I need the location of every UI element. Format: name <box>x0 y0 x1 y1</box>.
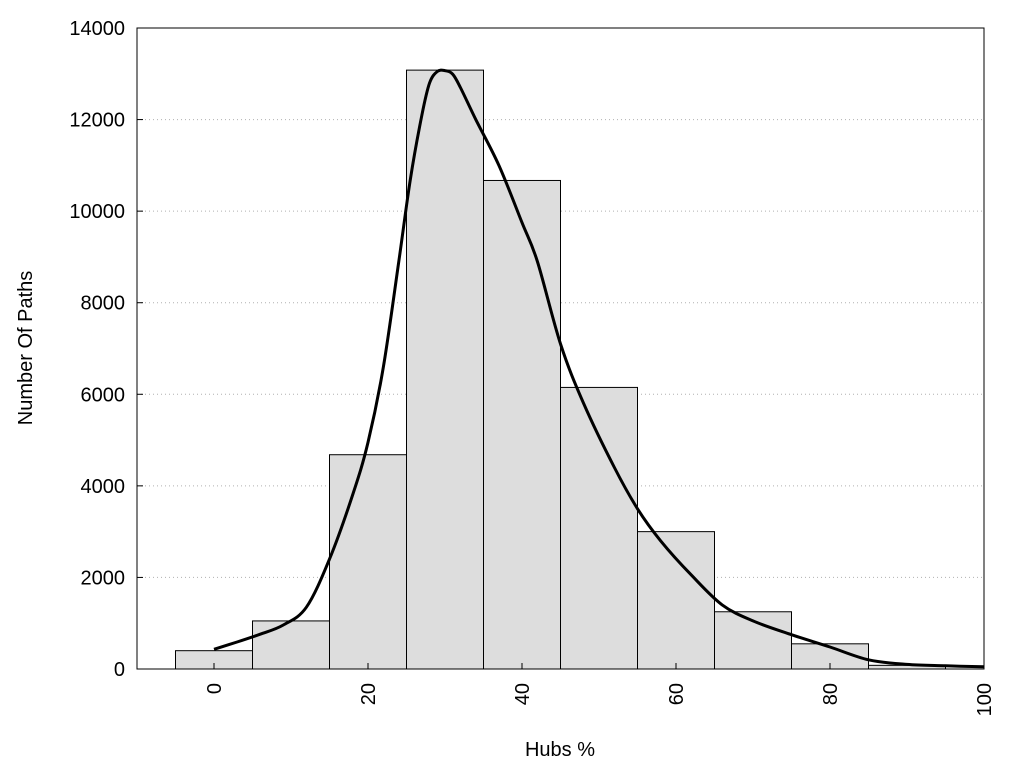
y-tick-label: 10000 <box>69 201 125 223</box>
y-axis: 0 2000 4000 6000 8000 10000 12000 14000 <box>69 18 143 681</box>
y-axis-title: Number Of Paths <box>15 271 37 426</box>
x-tick-label: 100 <box>974 683 996 716</box>
histogram-bar <box>560 386 638 670</box>
x-tick-label: 80 <box>820 683 842 705</box>
histogram-bar <box>406 69 484 670</box>
density-curve <box>213 68 985 669</box>
y-tick-label: 8000 <box>81 293 126 315</box>
x-axis-title: Hubs % <box>525 739 595 761</box>
y-tick-label: 2000 <box>81 567 126 589</box>
x-tick-label: 60 <box>666 683 688 705</box>
y-tick-label: 4000 <box>81 476 126 498</box>
histogram-bar <box>637 531 715 670</box>
y-tick-label: 6000 <box>81 384 126 406</box>
bars <box>175 69 946 670</box>
histogram-bar <box>252 620 330 670</box>
x-axis: 0 20 40 60 80 100 <box>204 663 996 716</box>
x-tick-label: 20 <box>358 683 380 705</box>
x-tick-label: 40 <box>512 683 534 705</box>
y-tick-label: 12000 <box>69 110 125 132</box>
plot-frame <box>136 27 985 670</box>
x-tick-label: 0 <box>204 683 226 694</box>
y-tick-label: 0 <box>114 659 125 681</box>
histogram-bar <box>483 179 561 670</box>
y-tick-label: 14000 <box>69 18 125 40</box>
histogram-bar <box>329 454 407 670</box>
density-line <box>213 68 985 669</box>
